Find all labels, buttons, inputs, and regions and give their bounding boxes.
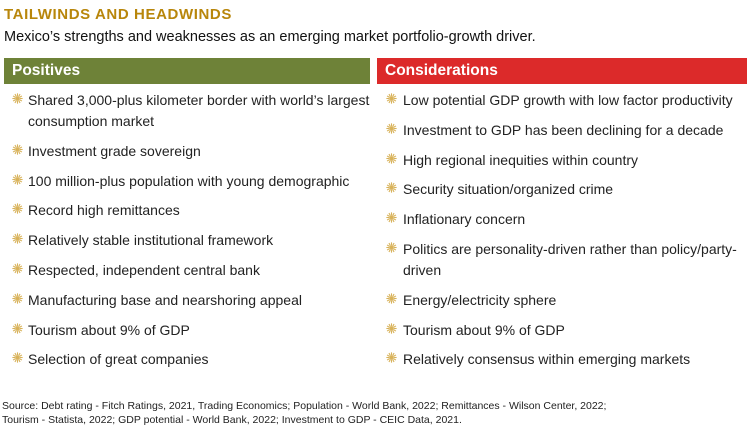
sunburst-icon xyxy=(386,242,397,253)
list-item-text: Relatively stable institutional framewor… xyxy=(28,232,274,249)
sunburst-icon xyxy=(386,212,397,223)
list-item-text: Energy/electricity sphere xyxy=(403,291,557,308)
list-item: Politics are personality-driven rather t… xyxy=(377,239,747,281)
list-item: Investment grade sovereign xyxy=(4,141,370,162)
list-item: Record high remittances xyxy=(4,200,370,221)
source-note: Source: Debt rating - Fitch Ratings, 202… xyxy=(2,400,606,427)
list-item-text: Relatively consensus within emerging mar… xyxy=(403,351,691,368)
source-line: Source: Debt rating - Fitch Ratings, 202… xyxy=(2,400,607,412)
considerations-column: Considerations Low potential GDP growth … xyxy=(377,58,747,379)
list-item-text: Manufacturing base and nearshoring appea… xyxy=(28,291,302,308)
list-item: Energy/electricity sphere xyxy=(377,290,747,311)
sunburst-icon xyxy=(12,293,23,304)
sunburst-icon xyxy=(12,144,23,155)
sunburst-icon xyxy=(386,152,397,164)
sunburst-icon xyxy=(12,233,23,244)
sunburst-icon xyxy=(386,123,397,134)
list-item-text: Respected, independent central bank xyxy=(28,261,260,278)
list-item-text: Tourism about 9% of GDP xyxy=(28,321,190,338)
list-item: Respected, independent central bank xyxy=(4,260,370,281)
list-item: Relatively consensus within emerging mar… xyxy=(377,349,747,370)
list-item: Tourism about 9% of GDP xyxy=(377,320,747,341)
list-item-text: Shared 3,000-plus kilometer border with … xyxy=(28,92,370,129)
list-item: Selection of great companies xyxy=(4,349,370,370)
positives-header: Positives xyxy=(4,58,370,84)
sunburst-icon xyxy=(12,322,23,334)
list-item: Relatively stable institutional framewor… xyxy=(4,230,370,251)
page-subtitle: Mexico’s strengths and weaknesses as an … xyxy=(4,29,536,45)
page-title: TAILWINDS AND HEADWINDS xyxy=(4,6,232,23)
sunburst-icon xyxy=(12,173,23,185)
list-item-text: Investment grade sovereign xyxy=(28,142,201,159)
list-item-text: Tourism about 9% of GDP xyxy=(403,321,565,338)
list-item-text: Politics are personality-driven rather t… xyxy=(403,240,737,278)
sunburst-icon xyxy=(12,352,23,364)
list-item: Security situation/organized crime xyxy=(377,179,747,200)
list-item-text: Investment to GDP has been declining for… xyxy=(403,121,724,138)
positives-column: Positives Shared 3,000-plus kilometer bo… xyxy=(4,58,370,379)
list-item-text: 100 million-plus population with young d… xyxy=(28,172,350,189)
sunburst-icon xyxy=(12,203,23,215)
list-item: Manufacturing base and nearshoring appea… xyxy=(4,290,370,311)
list-item-text: High regional inequities within country xyxy=(403,151,639,168)
considerations-header: Considerations xyxy=(377,58,747,84)
source-line: Tourism - Statista, 2022; GDP potential … xyxy=(2,413,462,426)
list-item: Tourism about 9% of GDP xyxy=(4,320,370,341)
sunburst-icon xyxy=(386,352,397,364)
list-item: Investment to GDP has been declining for… xyxy=(377,120,747,141)
sunburst-icon xyxy=(12,263,23,274)
list-item-text: Selection of great companies xyxy=(28,351,209,368)
list-item-text: Low potential GDP growth with low factor… xyxy=(403,92,733,108)
positives-list: Shared 3,000-plus kilometer border with … xyxy=(4,90,370,370)
list-item: Shared 3,000-plus kilometer border with … xyxy=(4,90,370,132)
list-item: 100 million-plus population with young d… xyxy=(4,171,370,192)
sunburst-icon xyxy=(386,322,397,334)
list-item: Inflationary concern xyxy=(377,209,747,230)
list-item-text: Security situation/organized crime xyxy=(403,181,614,198)
list-item-text: Inflationary concern xyxy=(403,211,526,228)
sunburst-icon xyxy=(386,182,397,194)
considerations-list: Low potential GDP growth with low factor… xyxy=(377,90,747,370)
list-item: Low potential GDP growth with low factor… xyxy=(377,90,747,111)
sunburst-icon xyxy=(386,93,397,104)
sunburst-icon xyxy=(386,293,397,304)
sunburst-icon xyxy=(12,93,23,104)
list-item-text: Record high remittances xyxy=(28,202,180,219)
list-item: High regional inequities within country xyxy=(377,150,747,171)
